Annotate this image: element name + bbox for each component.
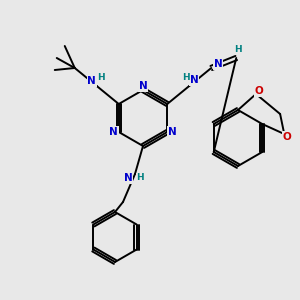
Text: N: N [214, 59, 223, 69]
Text: N: N [87, 76, 96, 86]
Text: N: N [124, 173, 132, 183]
Text: H: H [234, 44, 242, 53]
Text: O: O [255, 86, 263, 96]
Text: N: N [168, 127, 177, 137]
Text: N: N [110, 127, 118, 137]
Text: O: O [283, 132, 292, 142]
Text: H: H [182, 73, 190, 82]
Text: H: H [136, 173, 144, 182]
Text: N: N [139, 81, 147, 91]
Text: N: N [190, 75, 199, 85]
Text: H: H [97, 74, 105, 82]
